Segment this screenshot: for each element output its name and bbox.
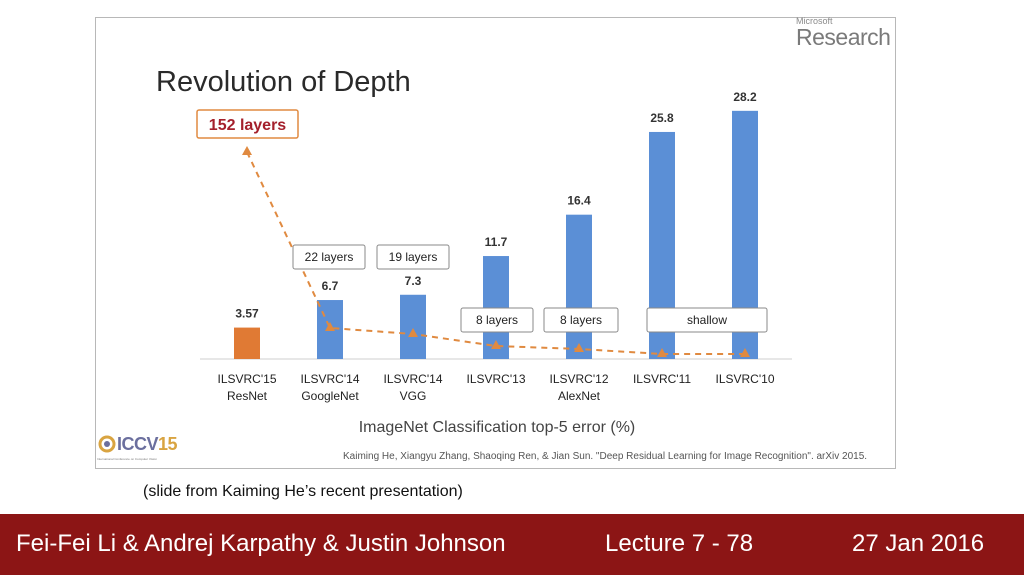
bar-value-label-2: 7.3 [405, 274, 422, 288]
category-label-4-0: ILSVRC'12 [550, 372, 609, 386]
category-label-3-0: ILSVRC'13 [467, 372, 526, 386]
bar-value-label-1: 6.7 [322, 279, 339, 293]
conference-logo: ICCV15 [117, 434, 178, 454]
bar-2 [400, 294, 426, 359]
depth-label-box-1 [292, 244, 366, 270]
depth-label-5: shallow [687, 313, 727, 327]
footer-date: 27 Jan 2016 [852, 530, 985, 557]
category-label-6-0: ILSVRC'10 [716, 372, 775, 386]
footer-lecture: Lecture 7 - 78 [605, 530, 754, 557]
depth-label-box-3 [460, 307, 534, 333]
category-label-4-1: AlexNet [558, 389, 601, 403]
category-label-2-1: VGG [400, 389, 427, 403]
depth-label-box-4 [543, 307, 619, 333]
caption: (slide from Kaiming He’s recent presenta… [143, 483, 463, 500]
brand-research: Research [796, 24, 891, 50]
brand-microsoft: Microsoft [796, 16, 833, 26]
category-label-2-0: ILSVRC'14 [384, 372, 443, 386]
x-axis-title: ImageNet Classification top-5 error (%) [359, 419, 636, 436]
depth-label-box-2 [376, 244, 450, 270]
category-label-0-0: ILSVRC'15 [218, 372, 277, 386]
category-label-5-0: ILSVRC'11 [633, 372, 691, 386]
depth-label-1: 22 layers [305, 250, 354, 264]
depth-marker-1 [325, 322, 335, 331]
conference-subtitle: International Conference on Computer Vis… [97, 457, 157, 461]
bar-value-label-3: 11.7 [485, 235, 508, 249]
depth-marker-2 [408, 328, 418, 337]
citation: Kaiming He, Xiangyu Zhang, Shaoqing Ren,… [343, 451, 868, 462]
bar-4 [566, 214, 592, 359]
depth-label-box-5 [646, 307, 768, 333]
category-label-0-1: ResNet [227, 389, 268, 403]
depth-label-box-0 [196, 109, 299, 139]
category-label-1-0: ILSVRC'14 [301, 372, 360, 386]
bar-value-label-6: 28.2 [733, 90, 757, 104]
depth-marker-0 [242, 146, 252, 155]
iccv-logo-icon [98, 435, 116, 453]
bar-value-label-5: 25.8 [650, 111, 674, 125]
chart-title: Revolution of Depth [156, 66, 411, 98]
bar-value-label-0: 3.57 [235, 307, 259, 321]
bar-value-label-4: 16.4 [567, 194, 591, 208]
footer-bar [0, 514, 1024, 575]
slide-frame [95, 17, 896, 469]
bar-0 [234, 327, 260, 359]
depth-marker-5 [657, 348, 667, 357]
depth-label-3: 8 layers [476, 313, 518, 327]
depth-marker-6 [740, 348, 750, 357]
depth-label-0: 152 layers [209, 117, 287, 134]
depth-marker-3 [491, 340, 501, 349]
depth-label-4: 8 layers [560, 313, 602, 327]
depth-marker-4 [574, 343, 584, 352]
depth-label-2: 19 layers [389, 250, 438, 264]
footer-authors: Fei-Fei Li & Andrej Karpathy & Justin Jo… [16, 530, 506, 557]
category-label-1-1: GoogleNet [301, 389, 359, 403]
